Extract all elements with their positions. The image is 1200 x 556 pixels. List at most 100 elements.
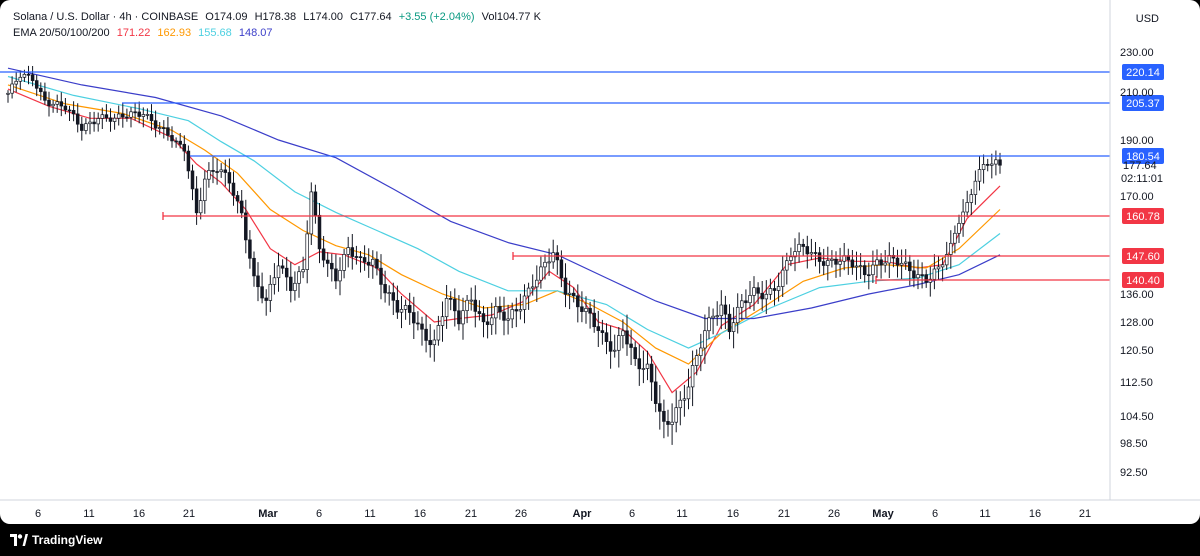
candle-body	[543, 261, 547, 268]
candle-body	[108, 117, 113, 122]
candle-body	[711, 315, 715, 319]
candle-body	[96, 118, 100, 125]
chart-panel[interactable]: 220.14 205.37 180.54 160.78 147.60 140.40 230…	[0, 0, 1200, 524]
candle-body	[387, 292, 391, 294]
ema-line	[7, 67, 1001, 320]
candle-body	[535, 279, 539, 288]
candle-body	[715, 315, 719, 318]
candle-body	[219, 169, 223, 173]
date-tick-label: 26	[828, 508, 840, 520]
ema100-value: 155.68	[198, 27, 232, 39]
ema200-value: 148.07	[238, 27, 273, 39]
candle-body	[944, 254, 949, 266]
candle-body	[494, 306, 498, 319]
candle-body	[805, 246, 810, 255]
candle-body	[481, 313, 486, 323]
candle-body	[780, 269, 785, 287]
candle-body	[448, 298, 453, 300]
level-price-label: 140.40	[1126, 275, 1160, 287]
candle-body	[903, 261, 908, 264]
candle-body	[215, 171, 219, 173]
candle-body	[469, 299, 473, 302]
candle-body	[338, 270, 342, 282]
candle-body	[80, 123, 84, 131]
candle-body	[801, 243, 805, 247]
candle-body	[547, 261, 551, 264]
candle-body	[412, 312, 416, 324]
candle-body	[580, 306, 584, 312]
candle-body	[371, 258, 375, 266]
candle-body	[47, 99, 51, 107]
candle-body	[756, 287, 760, 294]
candle-body	[211, 170, 215, 172]
candle-body	[272, 277, 277, 285]
brand-name[interactable]: TradingView	[32, 533, 103, 547]
candle-body	[965, 202, 969, 213]
date-tick-label: 6	[932, 508, 938, 520]
candle-body	[383, 284, 387, 294]
candle-body	[252, 257, 256, 277]
candle-body	[723, 304, 728, 315]
candle-body	[461, 310, 465, 325]
level-price-tag	[1122, 64, 1164, 80]
indicator-header[interactable]: EMA 20/50/100/200 171.22 162.93 155.68 1…	[13, 27, 277, 39]
candle-body	[670, 421, 674, 425]
volume-value: Vol104.77 K	[481, 11, 541, 23]
candle-body	[71, 110, 76, 115]
candle-body	[235, 195, 240, 202]
candle-body	[223, 169, 228, 173]
candle-body	[145, 114, 150, 116]
date-tick-label: 16	[133, 508, 145, 520]
level-price-label: 220.14	[1126, 67, 1160, 79]
candle-body	[92, 121, 96, 125]
candle-body	[854, 265, 859, 268]
candle-body	[838, 261, 842, 265]
currency-label[interactable]: USD	[1135, 13, 1159, 25]
price-tick-label: 128.00	[1120, 317, 1154, 329]
candle-body	[629, 343, 633, 348]
level-price-label: 160.78	[1126, 211, 1160, 223]
candle-body	[203, 178, 207, 201]
candle-body	[596, 326, 601, 331]
ema20-value: 171.22	[116, 27, 151, 39]
candle-body	[744, 300, 748, 304]
candle-body	[162, 127, 166, 129]
candle-body	[772, 288, 777, 291]
candle-body	[625, 330, 629, 345]
price-chart[interactable]: 220.14 205.37 180.54 160.78 147.60 140.40 230…	[0, 0, 1200, 524]
price-tick-label: 112.50	[1120, 377, 1153, 389]
candle-body	[571, 292, 576, 297]
candle-body	[719, 304, 724, 317]
level-price-label: 205.37	[1126, 98, 1160, 110]
candle-body	[592, 312, 596, 328]
candle-body	[961, 211, 965, 224]
candle-body	[18, 76, 23, 82]
candle-body	[666, 421, 670, 425]
candle-body	[895, 257, 900, 266]
candle-body	[567, 292, 572, 295]
last-price-label: 177.64	[1123, 160, 1157, 172]
high-value: H178.38	[254, 11, 297, 23]
date-tick-label: 11	[676, 508, 687, 520]
candle-body	[682, 398, 687, 401]
candle-body	[740, 300, 744, 308]
candle-body	[260, 286, 264, 299]
candle-body	[133, 111, 137, 114]
candle-body	[428, 340, 432, 346]
candle-body	[981, 164, 986, 170]
candle-body	[498, 306, 502, 313]
candle-body	[125, 116, 129, 119]
candle-body	[563, 277, 568, 295]
price-tick-label: 92.50	[1120, 467, 1148, 479]
date-tick-label: Mar	[258, 508, 278, 520]
candle-body	[522, 295, 527, 310]
price-tick-label: 120.50	[1120, 345, 1154, 357]
symbol-title[interactable]: Solana / U.S. Dollar · 4h · COINBASE	[13, 11, 199, 23]
candle-body	[850, 259, 855, 268]
candle-body	[514, 309, 519, 312]
candle-body	[248, 239, 252, 259]
candle-body	[157, 127, 162, 129]
candle-body	[793, 251, 797, 258]
candle-body	[84, 123, 88, 131]
candle-body	[284, 267, 289, 278]
